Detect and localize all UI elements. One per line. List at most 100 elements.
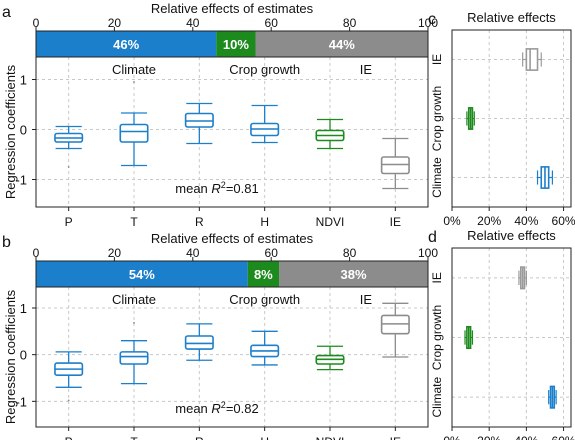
category-label: Crop growth [430,86,444,151]
box-ie [380,137,410,190]
top-axis-tick-label: 100 [418,246,438,260]
y-axis-label: Regression coefficients [3,64,18,199]
x-tick-label: IE [390,435,401,440]
group-label: Climate [112,62,156,77]
effect-segment-ie [279,261,428,287]
effect-segment-label: 8% [254,267,273,282]
group-label: Crop growth [229,62,300,77]
box-crop-growth [464,325,474,350]
plot-frame [35,286,429,428]
top-axis-tick-label: 0 [33,246,40,260]
top-axis-tick-label: 0 [33,16,40,30]
box-ndvi [315,118,345,150]
y-axis-label: Regression coefficients [3,289,18,424]
x-tick-label: P [65,435,73,440]
effect-segment-crop-growth [216,31,256,57]
top-axis-tick-label: 60 [265,16,279,30]
effect-segment-crop-growth [247,261,280,287]
effect-segment-ie [255,31,428,57]
category-label: Climate [430,157,444,198]
x-tick-label: NDVI [316,435,345,440]
box-flier [133,322,135,324]
y-tick-label: 1 [20,73,27,88]
panel-d: d Relative effects 0% 20% 40% 60% Climate Crop … [428,228,575,440]
effect-segment-label: 10% [223,37,249,52]
category-label: Climate [430,377,444,418]
box-body [184,335,214,350]
panel-b: b Relative effects of estimates 0 20 40 60 80 1… [2,231,438,440]
box-ie [380,302,410,358]
panel-label: b [2,234,11,251]
panel-a: a Relative effects of estimates 0 20 40 60 80 1… [2,1,438,229]
mean-r2-annotation: mean R2=0.82 [175,400,258,416]
top-axis-title: Relative effects of estimates [151,1,314,16]
box-ndvi [315,345,345,371]
y-tick-label: 0 [20,348,27,363]
box-t [119,81,149,167]
top-axis-title: Relative effects of estimates [151,231,314,246]
box-ie [518,266,527,290]
panel-label: a [2,4,11,21]
box-h [250,330,280,366]
box-flier [67,166,70,168]
box-t [119,322,149,385]
y-tick-label: 1 [20,301,27,316]
top-axis-tick-label: 40 [186,246,200,260]
box-climate [536,166,554,189]
x-tick-label: 0% [443,434,461,440]
x-tick-label: 40% [514,434,538,440]
panel-label: d [428,229,437,246]
top-axis-tick-label: 80 [343,16,357,30]
x-tick-label: 20% [477,434,501,440]
box-crop-growth [466,107,475,130]
x-tick-label: 60% [552,214,575,228]
x-tick-label: IE [390,215,401,229]
box-r [184,323,214,361]
x-tick-label: 60% [552,434,575,440]
box-body [119,351,149,365]
box-p [54,125,84,168]
panel-label: c [428,11,436,28]
x-tick-label: 20% [477,214,501,228]
effect-segment-climate [36,31,217,57]
effect-segment-label: 38% [341,267,367,282]
box-flier [133,81,135,83]
x-tick-label: H [260,215,269,229]
x-tick-label: P [65,215,73,229]
top-axis-tick-label: 80 [343,246,357,260]
box-h [250,104,280,144]
x-tick-label: H [260,435,269,440]
group-label: IE [360,62,373,77]
box-body [525,48,539,71]
box-r [184,102,214,145]
x-tick-label: R [195,215,204,229]
x-tick-label: T [130,435,138,440]
group-label: Crop growth [229,292,300,307]
plot-frame [35,56,429,208]
x-tick-label: T [130,215,138,229]
box-body [119,123,149,143]
plot-frame [451,29,572,208]
effect-segment-label: 46% [113,37,139,52]
panel-title: Relative effects [467,228,556,243]
box-climate [548,385,557,409]
effect-segment-climate [36,261,248,287]
group-label: Climate [112,292,156,307]
group-label: IE [360,292,373,307]
category-label: IE [430,54,444,65]
x-tick-label: NDVI [316,215,345,229]
top-axis-tick-label: 40 [186,16,200,30]
top-axis-tick-label: 60 [265,246,279,260]
top-axis-tick-label: 100 [418,16,438,30]
top-axis-tick-label: 20 [108,16,122,30]
effect-segment-label: 54% [129,267,155,282]
box-p [54,351,84,402]
x-tick-label: 40% [514,214,538,228]
box-ie [522,48,542,71]
y-tick-label: -1 [15,394,27,409]
y-tick-label: -1 [15,173,27,188]
box-flier [67,399,70,402]
panel-title: Relative effects [467,10,556,25]
plot-frame [451,247,572,428]
category-label: IE [430,272,444,283]
